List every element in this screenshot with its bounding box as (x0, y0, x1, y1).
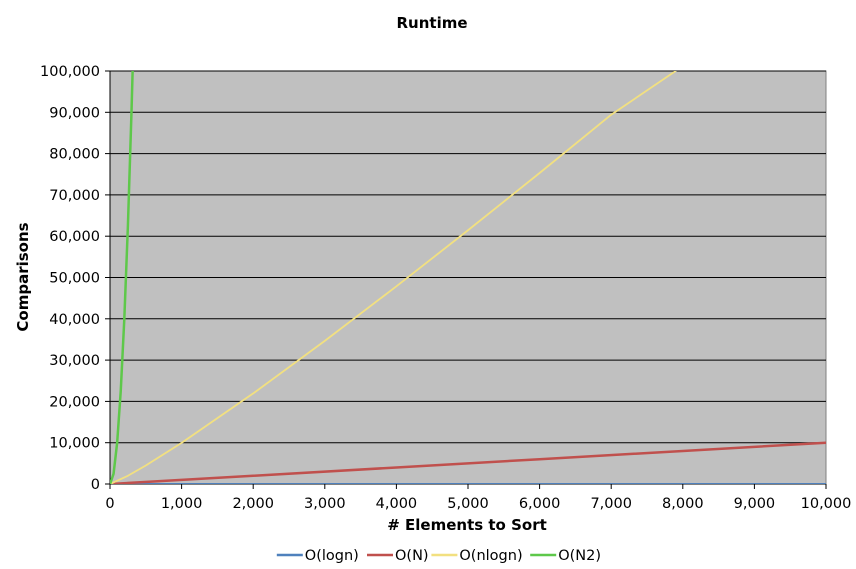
y-tick-label-9: 90,000 (49, 105, 100, 121)
y-tick-label-7: 70,000 (49, 188, 100, 204)
x-tick-label-10: 10,000 (801, 496, 852, 512)
x-tick-label-9: 9,000 (734, 496, 776, 512)
x-tick-label-6: 6,000 (519, 496, 561, 512)
legend: O(logn) O(N) O(nlogn) O(N2) (276, 548, 601, 564)
legend-label-3: O(N2) (558, 548, 601, 564)
y-axis-title: Comparisons (14, 222, 32, 331)
y-tick-label-5: 50,000 (49, 271, 100, 287)
series-line-1 (110, 441, 826, 484)
y-tick-label-6: 60,000 (49, 229, 100, 245)
y-tick-label-2: 20,000 (49, 394, 100, 410)
x-tick-label-0: 0 (105, 496, 114, 512)
legend-label-2: O(nlogn) (459, 548, 522, 564)
x-tick-label-3: 3,000 (304, 496, 346, 512)
y-tick-label-4: 40,000 (49, 312, 100, 328)
y-tick-label-3: 30,000 (49, 353, 100, 369)
x-tick-label-4: 4,000 (376, 496, 418, 512)
y-tick-label-8: 80,000 (49, 147, 100, 163)
x-tick-label-7: 7,000 (590, 496, 632, 512)
x-axis-title: # Elements to Sort (387, 516, 547, 534)
series-line-2 (110, 71, 677, 484)
y-tick-label-10: 100,000 (40, 64, 100, 80)
series-line-3 (110, 71, 134, 484)
legend-label-1: O(N) (395, 548, 429, 564)
x-tick-label-2: 2,000 (232, 496, 274, 512)
x-tick-label-1: 1,000 (161, 496, 203, 512)
series-group (110, 71, 826, 484)
x-tick-label-8: 8,000 (662, 496, 704, 512)
y-tick-label-0: 0 (91, 477, 100, 493)
x-tick-label-5: 5,000 (447, 496, 489, 512)
legend-label-0: O(logn) (305, 548, 359, 564)
x-axis-ticks: 0 1,000 2,000 3,000 4,000 5,000 6,000 7,000 8,00… (105, 484, 851, 512)
y-axis-ticks: 0 10,000 20,000 30,000 40,000 50,000 60,000 70,… (40, 64, 110, 493)
y-tick-label-1: 10,000 (49, 436, 100, 452)
chart-title: Runtime (396, 14, 467, 32)
plot-area (105, 70, 827, 489)
